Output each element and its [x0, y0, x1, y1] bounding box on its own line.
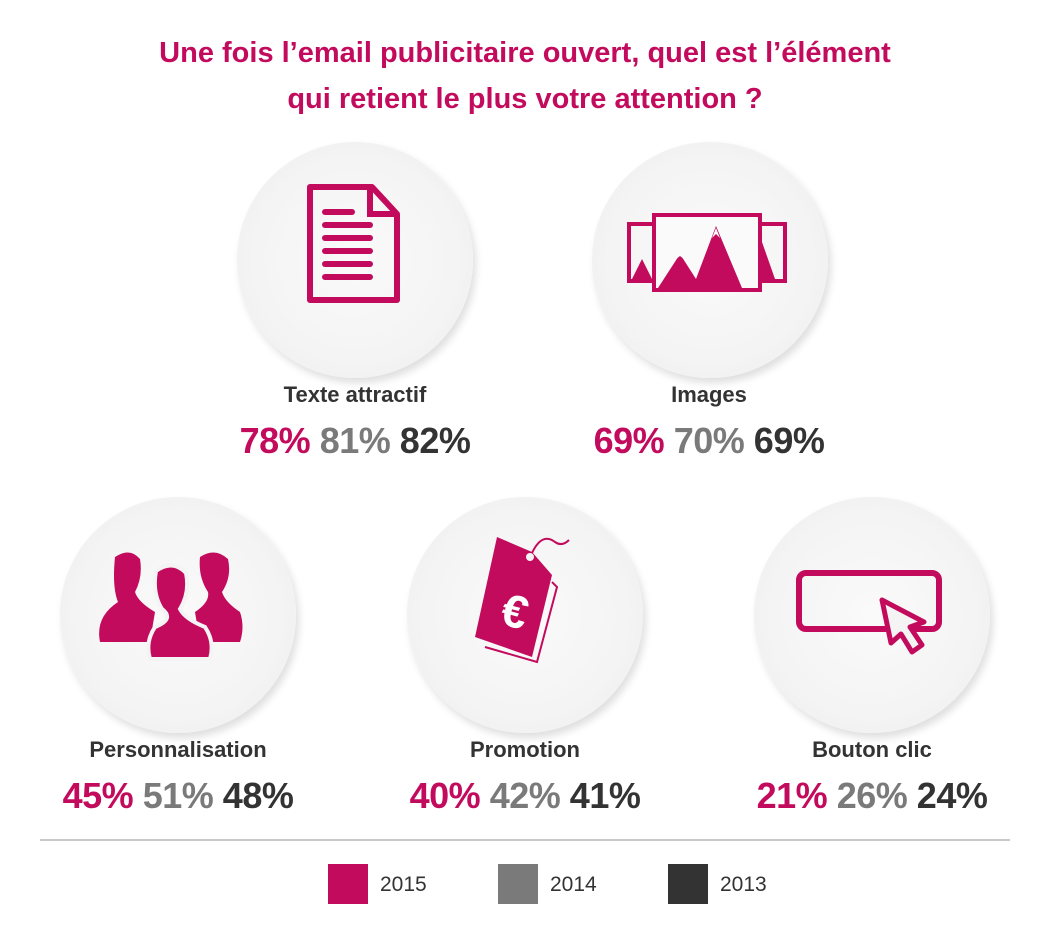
value-2013: 48% — [222, 775, 294, 816]
value-2014: 70% — [673, 420, 745, 461]
value-2013: 82% — [399, 420, 471, 461]
value-2013: 24% — [916, 775, 988, 816]
icon-circle — [592, 142, 828, 378]
legend-label-2013: 2013 — [720, 873, 767, 896]
item-values: 69% 70% 69% — [549, 420, 869, 462]
value-2014: 81% — [319, 420, 391, 461]
title-line-1: Une fois l’email publicitaire ouvert, qu… — [159, 37, 891, 69]
item-label: Images — [671, 382, 747, 407]
icon-circle: € — [407, 497, 643, 733]
document-icon — [307, 184, 400, 303]
item-values: 40% 42% 41% — [365, 775, 685, 817]
item-label: Personnalisation — [89, 737, 267, 762]
legend-swatch-2013 — [668, 864, 708, 904]
legend-swatch-2014 — [498, 864, 538, 904]
button-cursor-icon — [796, 570, 942, 655]
value-2013: 69% — [753, 420, 825, 461]
chart-title: Une fois l’email publicitaire ouvert, qu… — [0, 30, 1050, 122]
value-2015: 45% — [62, 775, 134, 816]
item-label: Bouton clic — [812, 737, 932, 762]
value-2015: 40% — [409, 775, 481, 816]
legend-label-2014: 2014 — [550, 873, 597, 896]
value-2013: 41% — [569, 775, 641, 816]
images-icon — [627, 213, 787, 292]
title-line-2: qui retient le plus votre attention ? — [287, 83, 763, 115]
icon-circle — [237, 142, 473, 378]
legend-label-2015: 2015 — [380, 873, 427, 896]
people-icon — [99, 552, 243, 661]
value-2014: 51% — [142, 775, 214, 816]
item-label: Promotion — [470, 737, 580, 762]
item-values: 21% 26% 24% — [712, 775, 1032, 817]
euro-price-tag-icon: € — [475, 537, 570, 664]
value-2014: 26% — [836, 775, 908, 816]
item-values: 45% 51% 48% — [18, 775, 338, 817]
item-values: 78% 81% 82% — [195, 420, 515, 462]
value-2015: 21% — [756, 775, 828, 816]
legend-swatch-2015 — [328, 864, 368, 904]
icon-circle — [60, 497, 296, 733]
item-label: Texte attractif — [283, 382, 427, 407]
value-2015: 69% — [593, 420, 665, 461]
value-2014: 42% — [489, 775, 561, 816]
icon-circle — [754, 497, 990, 733]
divider — [40, 839, 1010, 841]
value-2015: 78% — [239, 420, 311, 461]
